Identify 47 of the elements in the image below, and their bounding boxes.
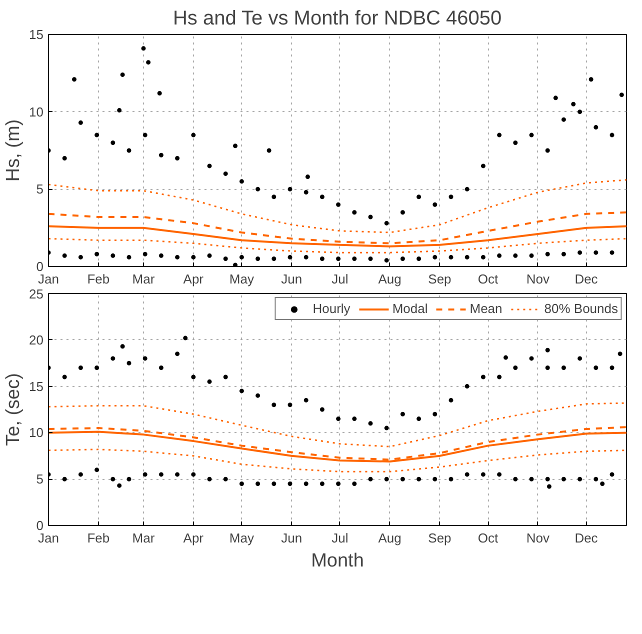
x-tick-label: Sep (428, 530, 452, 546)
x-tick-label: Jul (332, 530, 348, 546)
x-tick-label: Aug (378, 530, 402, 546)
x-tick-label: Jun (281, 530, 302, 546)
line-series (48, 448, 626, 472)
y-tick-label: 25 (29, 286, 44, 302)
y-axis-title: Te, (sec) (3, 373, 24, 446)
x-tick-label: Apr (183, 272, 204, 286)
x-tick-label: Jun (281, 272, 302, 286)
x-tick-label: Dec (574, 272, 598, 286)
x-tick-label: Oct (478, 272, 499, 286)
line-series (48, 238, 626, 254)
y-tick-label: 0 (36, 259, 44, 274)
y-tick-label: 15 (29, 378, 44, 394)
x-tick-label: Feb (87, 272, 110, 286)
x-tick-label: May (229, 530, 254, 546)
line-series (48, 211, 626, 244)
y-tick-label: 20 (29, 332, 44, 348)
y-tick-label: 10 (29, 104, 44, 120)
legend-label: Mean (470, 301, 502, 316)
legend-label: Hourly (312, 301, 350, 316)
line-series (48, 402, 626, 448)
x-tick-label: Mar (132, 530, 156, 546)
x-tick-label: Sep (428, 272, 452, 286)
x-tick-label: Nov (526, 272, 550, 286)
legend-label: 80% Bounds (544, 301, 618, 316)
y-tick-label: 15 (29, 27, 44, 42)
x-tick-label: Dec (574, 530, 598, 546)
x-tick-label: Apr (183, 530, 204, 546)
y-tick-label: 0 (36, 518, 44, 533)
x-tick-label: Nov (526, 530, 550, 546)
x-tick-label: Jan (38, 272, 59, 286)
x-axis-title: Month (311, 550, 364, 572)
x-tick-label: Feb (87, 530, 110, 546)
chart-title: Hs and Te vs Month for NDBC 46050 (172, 8, 502, 30)
legend-label: Modal (392, 301, 428, 316)
y-tick-label: 5 (36, 182, 44, 197)
y-tick-label: 10 (29, 425, 44, 440)
y-tick-label: 5 (36, 472, 44, 487)
y-axis-title: Hs, (m) (3, 119, 24, 182)
x-tick-label: Jan (38, 530, 59, 546)
x-tick-label: May (229, 272, 254, 286)
line-series (48, 179, 626, 234)
x-tick-label: Mar (132, 272, 156, 286)
x-tick-label: Aug (378, 272, 402, 286)
x-tick-label: Jul (332, 272, 348, 286)
x-tick-label: Oct (478, 530, 499, 546)
